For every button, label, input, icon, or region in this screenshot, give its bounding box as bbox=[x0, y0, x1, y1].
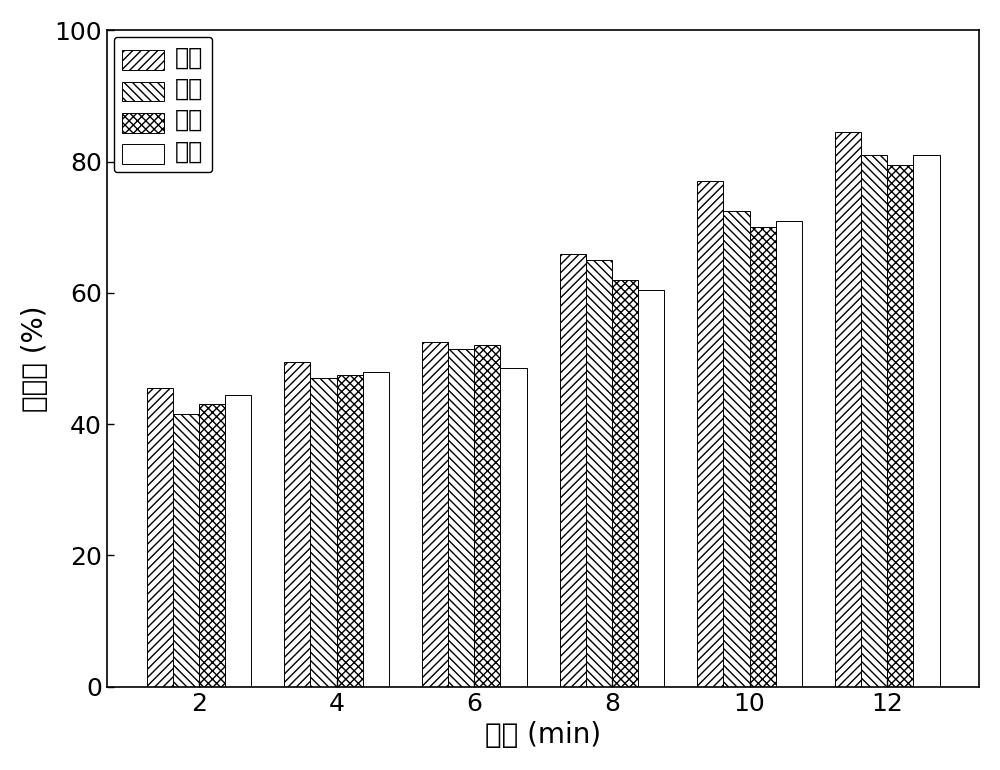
Bar bbox=[337, 375, 363, 687]
Bar bbox=[147, 388, 173, 687]
X-axis label: 时间 (min): 时间 (min) bbox=[485, 721, 601, 749]
Bar bbox=[225, 395, 251, 687]
Bar bbox=[612, 280, 638, 687]
Legend: 七溴, 六溴, 五溴, 四溴: 七溴, 六溴, 五溴, 四溴 bbox=[114, 37, 212, 172]
Bar bbox=[697, 181, 723, 687]
Bar bbox=[310, 378, 337, 687]
Bar bbox=[638, 290, 664, 687]
Bar bbox=[913, 155, 940, 687]
Bar bbox=[199, 404, 225, 687]
Bar bbox=[500, 368, 527, 687]
Bar bbox=[861, 155, 887, 687]
Bar bbox=[173, 414, 199, 687]
Bar bbox=[776, 221, 802, 687]
Bar bbox=[474, 346, 500, 687]
Bar bbox=[422, 342, 448, 687]
Bar bbox=[750, 227, 776, 687]
Bar bbox=[448, 349, 474, 687]
Bar bbox=[835, 132, 861, 687]
Bar bbox=[887, 165, 913, 687]
Y-axis label: 去除率 (%): 去除率 (%) bbox=[21, 305, 49, 412]
Bar bbox=[586, 260, 612, 687]
Bar bbox=[560, 253, 586, 687]
Bar bbox=[363, 372, 389, 687]
Bar bbox=[284, 362, 310, 687]
Bar bbox=[723, 211, 750, 687]
